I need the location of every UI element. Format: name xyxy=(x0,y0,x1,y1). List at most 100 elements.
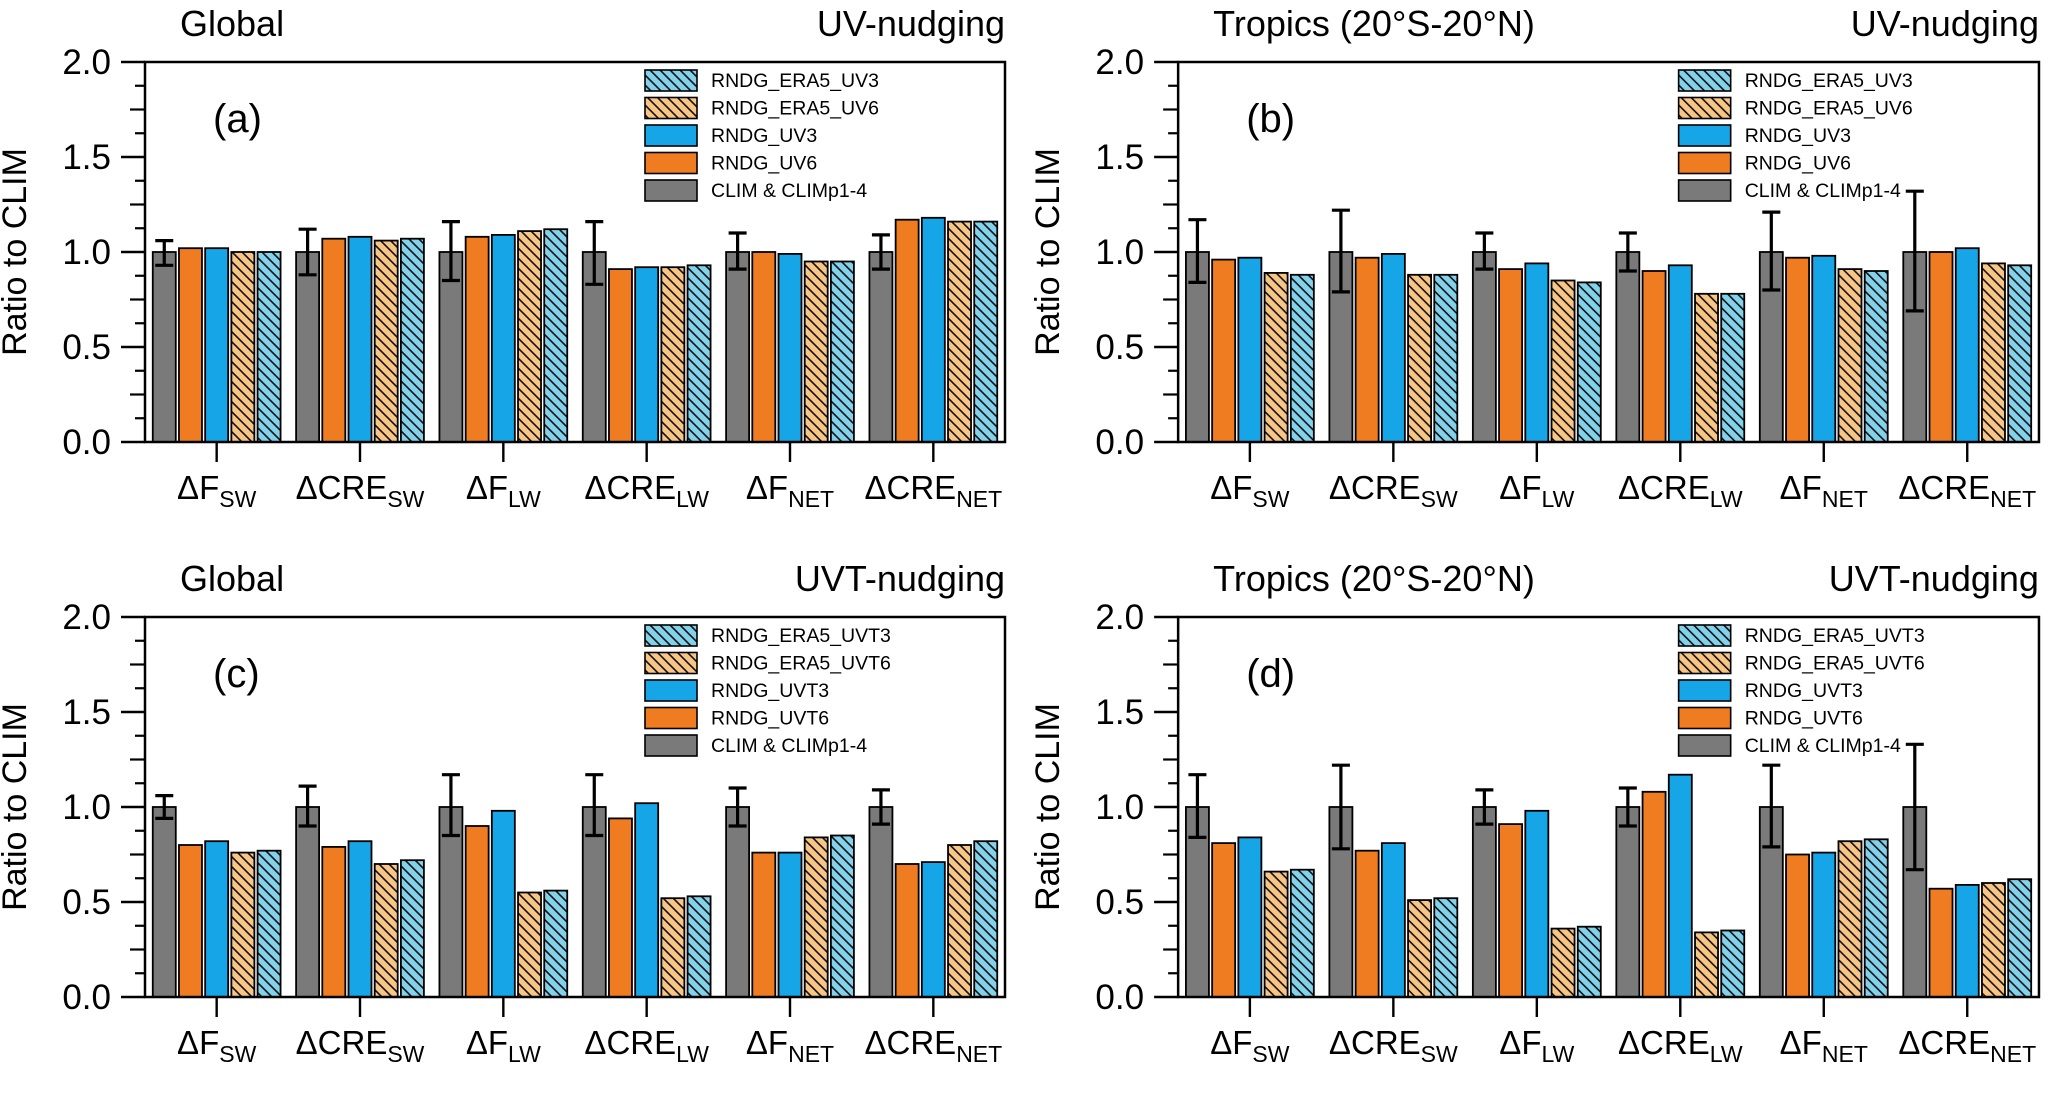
panel-d-chart: 0.0 0.5 1.0 1.5 2.0 ΔFSW ΔCRESW ΔFLW ΔCRELW ΔFNET… xyxy=(1033,555,2067,1110)
bar-blue-hatched xyxy=(2007,264,2033,443)
y-tick-label: 2.0 xyxy=(1095,43,1144,82)
error-bar xyxy=(1762,763,1781,849)
x-category-label: ΔCRELW xyxy=(584,1024,709,1067)
bar-blue-hatched xyxy=(686,895,712,998)
bar-orange-hatched xyxy=(517,230,542,443)
bar-orange-hatched xyxy=(1694,292,1719,443)
bar-orange-solid xyxy=(321,237,347,443)
bar-orange-solid xyxy=(321,845,347,998)
bar-orange-hatched xyxy=(803,836,829,998)
bar-blue-hatched xyxy=(1289,273,1315,443)
error-bar xyxy=(441,773,460,838)
error-bar xyxy=(585,220,604,286)
bar-orange-hatched xyxy=(1550,279,1576,443)
error-bar xyxy=(1188,218,1207,284)
x-category-label: ΔCRESW xyxy=(1329,469,1458,512)
bar-orange-solid xyxy=(751,851,777,998)
bar-orange-hatched xyxy=(517,891,542,998)
bar-gray-solid xyxy=(868,806,894,998)
bar-orange-hatched xyxy=(1981,882,2006,998)
bar-orange-solid xyxy=(1498,268,1524,443)
y-axis-title: Ratio to CLIM xyxy=(1033,703,1067,911)
bar-orange-solid xyxy=(1641,270,1667,443)
x-category-label: ΔCRENET xyxy=(864,1024,1002,1067)
plot-frame xyxy=(1176,615,2041,999)
legend-swatch-orange-solid xyxy=(1677,151,1732,175)
y-tick-label: 2.0 xyxy=(1095,598,1144,637)
legend-swatch-orange-hatched xyxy=(1677,96,1732,120)
bar-blue-hatched xyxy=(399,237,425,443)
legend-label: RNDG_UVT3 xyxy=(1745,680,1863,702)
error-bar xyxy=(1475,231,1494,271)
legend-swatch-gray-solid xyxy=(644,734,698,757)
legend-label: CLIM & CLIMp1-4 xyxy=(1745,735,1901,757)
x-category-label: ΔCRESW xyxy=(296,469,425,512)
y-tick-label: 1.0 xyxy=(62,233,111,272)
bar-blue-solid xyxy=(1380,842,1406,998)
bar-orange-hatched xyxy=(947,220,972,443)
bar-orange-solid xyxy=(178,844,203,998)
bar-blue-solid xyxy=(1811,254,1837,443)
error-bar xyxy=(1905,742,1924,872)
bar-gray-solid xyxy=(1615,806,1641,998)
panel-title-right: UV-nudging xyxy=(1851,3,2039,44)
bar-orange-solid xyxy=(608,268,633,443)
error-bar xyxy=(441,220,460,283)
bar-blue-solid xyxy=(204,840,230,998)
bar-blue-hatched xyxy=(1863,270,1889,443)
legend-label: RNDG_UVT6 xyxy=(1745,708,1863,730)
x-category-label: ΔFSW xyxy=(1210,1024,1290,1067)
error-bar xyxy=(1331,763,1350,851)
bar-blue-hatched xyxy=(256,849,282,998)
legend-label: CLIM & CLIMp1-4 xyxy=(711,735,867,757)
bar-orange-solid xyxy=(751,251,777,443)
legend-label: RNDG_ERA5_UVT3 xyxy=(711,625,891,647)
bar-orange-hatched xyxy=(1263,870,1289,998)
bar-blue-solid xyxy=(634,802,660,998)
bar-blue-hatched xyxy=(973,840,999,998)
panel-title-right: UVT-nudging xyxy=(1829,558,2039,599)
legend-swatch-blue-hatched xyxy=(1677,69,1732,92)
plot-frame xyxy=(1176,60,2041,444)
bar-orange-solid xyxy=(608,817,633,998)
bar-blue-hatched xyxy=(1863,838,1889,998)
error-bar xyxy=(1188,773,1207,839)
y-axis-title: Ratio to CLIM xyxy=(0,703,34,911)
bar-gray-solid xyxy=(1471,251,1497,443)
legend-label: RNDG_UV3 xyxy=(711,125,817,147)
bar-blue-solid xyxy=(777,851,803,998)
bar-orange-hatched xyxy=(1550,927,1576,998)
legend-label: RNDG_UVT6 xyxy=(711,708,829,730)
legend-label: RNDG_UVT3 xyxy=(711,680,829,702)
bar-orange-solid xyxy=(1211,258,1237,443)
y-tick-label: 1.5 xyxy=(62,693,111,732)
panel-title-left: Tropics (20°S-20°N) xyxy=(1213,3,1535,44)
panel-letter-label: (b) xyxy=(1246,97,1295,141)
x-category-label: ΔFNET xyxy=(1780,469,1868,512)
legend-label: RNDG_UV6 xyxy=(711,153,817,175)
panel-title-left: Global xyxy=(180,3,284,44)
y-tick-label: 2.0 xyxy=(62,43,111,82)
bar-blue-solid xyxy=(1524,262,1550,443)
panel-title-left: Tropics (20°S-20°N) xyxy=(1213,558,1535,599)
panel-title-right: UVT-nudging xyxy=(795,558,1005,599)
bar-blue-solid xyxy=(1811,851,1837,998)
legend-label: RNDG_ERA5_UVT3 xyxy=(1745,625,1925,647)
bar-blue-hatched xyxy=(1576,281,1602,443)
legend-label: RNDG_ERA5_UVT6 xyxy=(1745,653,1925,675)
error-bar xyxy=(871,788,890,826)
y-tick-label: 1.0 xyxy=(1095,233,1144,272)
x-category-label: ΔFNET xyxy=(746,1024,834,1067)
error-bar xyxy=(298,227,317,277)
x-category-label: ΔFLW xyxy=(1499,469,1574,512)
legend-swatch-blue-hatched xyxy=(644,69,698,92)
legend-swatch-orange-hatched xyxy=(644,96,698,120)
y-axis-title: Ratio to CLIM xyxy=(0,148,34,356)
bar-gray-solid xyxy=(151,251,177,443)
x-category-label: ΔCRESW xyxy=(296,1024,425,1067)
legend-swatch-blue-solid xyxy=(644,679,698,702)
y-tick-label: 0.0 xyxy=(62,423,111,462)
bar-gray-solid xyxy=(1615,251,1641,443)
bar-blue-hatched xyxy=(973,220,999,443)
bar-blue-hatched xyxy=(686,264,712,443)
